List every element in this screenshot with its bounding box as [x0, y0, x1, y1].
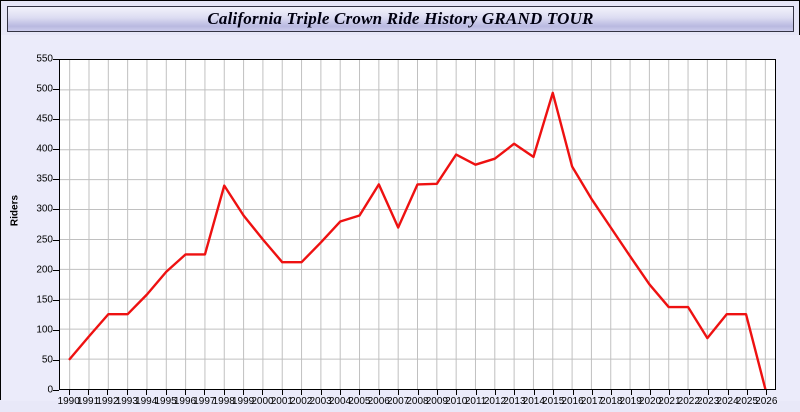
y-tick-label: 0	[47, 384, 53, 396]
x-tick-mark	[68, 390, 70, 395]
y-tick-label: 550	[36, 53, 53, 65]
y-tick-mark	[53, 269, 59, 271]
x-tick-mark	[301, 390, 303, 395]
y-tick-label: 50	[41, 354, 53, 366]
y-tick-label: 250	[36, 234, 53, 246]
x-tick-mark	[417, 390, 419, 395]
y-tick-mark	[53, 59, 59, 60]
x-tick-label: 2026	[755, 396, 778, 407]
x-tick-mark	[243, 390, 245, 395]
y-tick-label: 150	[36, 294, 53, 306]
plot-area	[59, 59, 776, 390]
x-tick-mark	[184, 390, 186, 395]
x-tick-mark	[320, 390, 322, 395]
y-tick-mark	[53, 89, 59, 91]
x-tick-mark	[650, 390, 652, 395]
y-tick-label: 400	[36, 143, 53, 155]
x-tick-mark	[611, 390, 613, 395]
x-tick-mark	[572, 390, 574, 395]
y-tick-label: 450	[36, 113, 53, 125]
chart-canvas: Riders 0 50 100 150 200 250 300 350 400 450 500 550…	[1, 35, 800, 407]
y-tick-mark	[53, 149, 59, 151]
grid-lines	[60, 60, 775, 389]
x-tick-mark	[495, 390, 496, 395]
x-tick-mark	[88, 390, 90, 395]
x-tick-mark	[766, 390, 768, 395]
x-tick-mark	[378, 390, 380, 395]
y-tick-mark	[53, 329, 59, 331]
x-tick-mark	[165, 390, 167, 395]
y-tick-label: 200	[36, 264, 53, 276]
x-tick-mark	[456, 390, 458, 395]
x-tick-mark	[107, 390, 109, 395]
y-tick-mark	[53, 390, 59, 391]
x-tick-mark	[398, 390, 400, 395]
x-tick-mark	[727, 390, 729, 395]
x-tick-mark	[533, 390, 535, 395]
window-title-bar: California Triple Crown Ride History GRA…	[7, 6, 794, 32]
x-tick-mark	[630, 390, 632, 395]
x-tick-mark	[436, 390, 438, 395]
y-tick-mark	[53, 179, 59, 181]
y-tick-mark	[53, 239, 59, 241]
x-tick-mark	[146, 390, 148, 395]
x-tick-mark	[746, 390, 748, 395]
x-tick-mark	[126, 390, 128, 395]
x-tick-mark	[475, 390, 477, 395]
y-tick-mark	[53, 209, 59, 211]
y-axis-ticks: 0 50 100 150 200 250 300 350 400 450 500 550	[1, 35, 59, 401]
riders-line-series	[68, 91, 767, 389]
x-tick-mark	[204, 390, 206, 395]
x-tick-mark	[359, 390, 361, 395]
x-axis-ticks: 1990 1991 1992 1993 1994 1995 1996 1997 1998 1999…	[1, 390, 800, 412]
y-tick-label: 100	[36, 324, 53, 336]
x-tick-mark	[669, 390, 671, 395]
y-tick-mark	[53, 299, 59, 301]
page-title: California Triple Crown Ride History GRA…	[207, 9, 594, 28]
x-tick-mark	[262, 390, 264, 395]
x-tick-mark	[514, 390, 516, 395]
x-tick-mark	[223, 390, 225, 395]
x-tick-mark	[281, 390, 283, 395]
y-tick-label: 500	[36, 83, 53, 95]
x-tick-mark	[708, 390, 710, 395]
y-tick-label: 300	[36, 203, 53, 215]
x-tick-mark	[688, 390, 690, 395]
y-tick-label: 350	[36, 173, 53, 185]
y-tick-mark	[53, 119, 59, 121]
x-tick-mark	[339, 390, 341, 395]
y-tick-mark	[53, 359, 59, 361]
x-tick-mark	[553, 390, 555, 395]
x-tick-mark	[591, 390, 593, 395]
